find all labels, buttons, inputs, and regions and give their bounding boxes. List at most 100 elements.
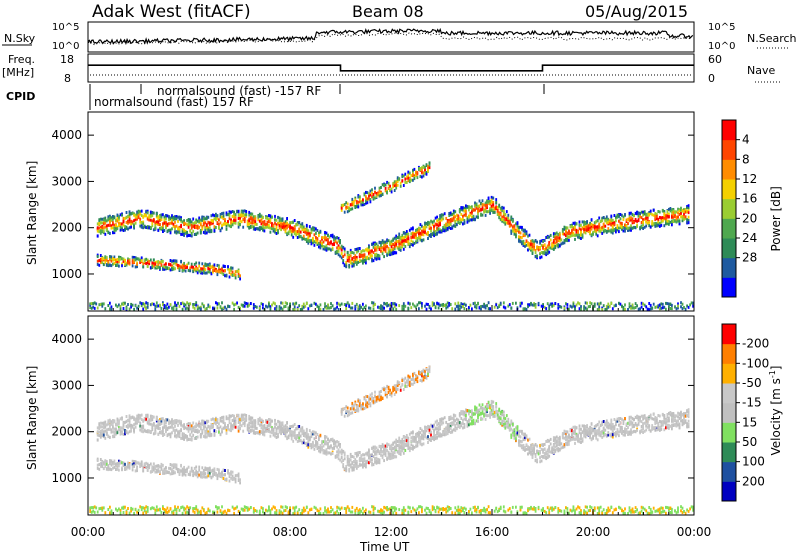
power-cell (542, 251, 544, 255)
velocity-cell (113, 420, 116, 424)
velocity-cell (208, 467, 211, 471)
power-cell (639, 226, 641, 230)
power-cell (315, 236, 317, 239)
power-cell (365, 201, 367, 205)
power-cell (493, 207, 496, 210)
power-cell (331, 235, 334, 239)
nave-tick-bottom: 0 (708, 72, 715, 85)
power-cell (149, 218, 152, 222)
power-cell (301, 222, 304, 226)
velocity-cell (107, 466, 110, 470)
velocity-cell (204, 468, 207, 472)
power-cell (398, 232, 401, 236)
velocity-cell (163, 510, 166, 513)
power-cell (502, 301, 505, 305)
power-cell (358, 254, 361, 258)
velocity-cell (196, 471, 199, 475)
power-cell (412, 243, 414, 247)
power-cell (237, 213, 240, 217)
power-cell (237, 217, 240, 220)
power-cell (416, 176, 419, 180)
power-cell (475, 215, 478, 219)
power-cell (680, 215, 682, 219)
power-cell (418, 228, 420, 232)
power-cell (213, 225, 216, 229)
power-cell (511, 229, 514, 233)
power-cell (427, 303, 429, 306)
velocity-cell (208, 509, 211, 513)
power-cell (198, 261, 201, 265)
power-cell (516, 221, 519, 225)
power-cell (113, 229, 116, 233)
power-cell (345, 304, 348, 308)
power-cell (204, 217, 207, 221)
velocity-cell (130, 429, 132, 433)
power-cell (599, 230, 602, 234)
power-cell (460, 213, 463, 216)
power-cell (631, 219, 634, 223)
power-cell (315, 240, 317, 244)
colorbar-label: 16 (742, 192, 757, 206)
power-cell (327, 247, 329, 251)
velocity-cell (133, 428, 135, 432)
velocity-cell (149, 462, 152, 466)
velocity-cell (189, 433, 192, 437)
power-cell (575, 222, 578, 226)
power-cell (299, 225, 302, 229)
power-cell (175, 231, 178, 235)
velocity-cell (122, 423, 125, 427)
velocity-cell (213, 418, 216, 422)
velocity-cell (184, 511, 187, 515)
power-cell (552, 303, 555, 307)
power-cell (412, 170, 414, 174)
power-cell (234, 213, 237, 217)
power-cell (124, 301, 126, 305)
power-cell (654, 224, 657, 228)
power-cell (439, 303, 441, 307)
power-cell (230, 218, 232, 222)
power-cell (308, 304, 311, 308)
power-cell (151, 214, 154, 218)
velocity-cell (212, 425, 214, 429)
power-cell (355, 258, 358, 262)
power-cell (109, 307, 111, 311)
power-cell (395, 183, 398, 187)
velocity-cell (184, 473, 187, 477)
velocity-cell (171, 471, 173, 474)
velocity-cell (184, 507, 187, 511)
power-cell (345, 265, 348, 269)
power-cell (437, 224, 440, 228)
velocity-cell (137, 508, 140, 512)
velocity-cell (101, 465, 104, 469)
power-cell (159, 227, 161, 231)
power-cell (348, 256, 351, 259)
power-cell (454, 224, 457, 228)
power-cell (305, 237, 308, 241)
power-cell (665, 307, 667, 311)
power-cell (115, 303, 117, 307)
power-cell (602, 227, 605, 231)
power-cell (375, 257, 378, 261)
velocity-cell (154, 508, 157, 512)
power-cell (613, 223, 616, 227)
power-cell (419, 227, 422, 231)
power-cell (122, 229, 125, 232)
power-cell (425, 171, 428, 174)
colorbar-swatch (722, 277, 736, 298)
power-cell (243, 209, 246, 213)
velocity-cell (184, 435, 187, 439)
power-cell (131, 303, 134, 307)
velocity-cell (184, 426, 187, 430)
velocity-cell (181, 505, 184, 509)
power-cell (513, 227, 516, 231)
velocity-cell (190, 427, 193, 431)
power-cell (687, 215, 690, 219)
power-cell (280, 220, 282, 224)
power-cell (128, 220, 131, 224)
power-cell (402, 231, 405, 235)
power-cell (228, 210, 231, 214)
velocity-cell (210, 469, 213, 473)
power-cell (272, 224, 275, 228)
velocity-cell (169, 425, 172, 429)
power-cell (172, 224, 175, 228)
